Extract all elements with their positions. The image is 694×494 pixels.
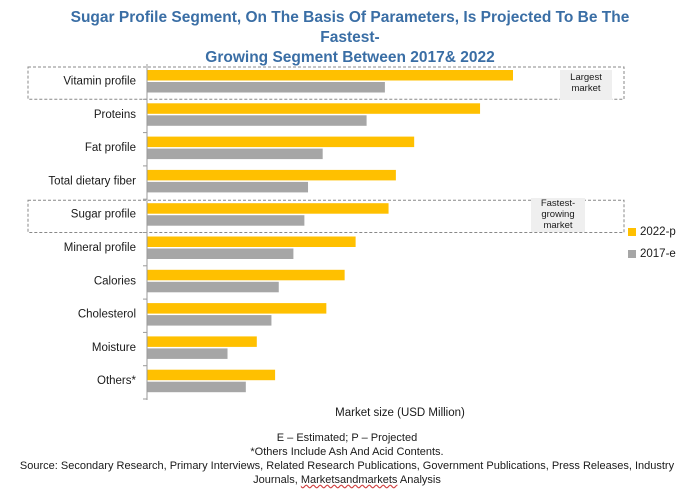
bar-chart: Vitamin profile Proteins Fat profile Total … — [27, 64, 625, 400]
chart-title: Sugar Profile Segment, On The Basis Of P… — [40, 8, 660, 68]
source-line-2-a: Journals, — [253, 474, 301, 486]
bar-cholesterol-2022-p — [147, 303, 327, 314]
legend-label-2017: 2017-e — [640, 248, 676, 260]
bar-fat-profile-2022-p — [147, 136, 415, 148]
x-axis-label: Market size (USD Million) — [335, 407, 465, 419]
category-label-calories: Calories — [94, 275, 136, 287]
category-label-cholesterol: Cholesterol — [78, 309, 136, 321]
fastest-growing-callout: Fastest- growing market — [531, 198, 585, 232]
estimate-note: E – Estimated; P – Projected — [276, 432, 418, 444]
bar-mineral-profile-2022-p — [147, 236, 356, 247]
legend-label-2022: 2022-p — [640, 226, 676, 238]
bar-proteins-2017-e — [147, 115, 367, 126]
others-note: *Others Include Ash And Acid Contents. — [250, 446, 444, 458]
category-label-total-dietary-fiber: Total dietary fiber — [48, 175, 136, 187]
legend-swatch-2022 — [628, 228, 636, 236]
source-line-2-b: Marketsandmarkets — [300, 474, 398, 486]
chart-title-line-1: Sugar Profile Segment, On The Basis Of P… — [70, 9, 630, 46]
category-label-fat-profile: Fat profile — [85, 142, 136, 154]
category-label-proteins: Proteins — [94, 109, 136, 121]
largest-callout-line-1: Largest — [570, 72, 602, 83]
legend-item-2022: 2022-p — [628, 221, 676, 243]
source-line-1: Source: Secondary Research, Primary Inte… — [19, 460, 675, 472]
largest-market-callout: Largest market — [560, 70, 612, 100]
highlight-box-sugar-profile — [27, 199, 625, 233]
bar-calories-2022-p — [147, 269, 345, 281]
largest-callout-line-2: market — [571, 83, 601, 94]
bar-fat-profile-2017-e — [147, 148, 323, 160]
legend-item-2017: 2017-e — [628, 243, 676, 265]
bar-moisture-2017-e — [147, 348, 228, 359]
bar-total-dietary-fiber-2022-p — [147, 169, 396, 181]
source-line-2: Journals, Marketsandmarkets Analysis — [0, 473, 694, 487]
bar-calories-2017-e — [147, 281, 279, 293]
category-label-mineral-profile: Mineral profile — [64, 242, 136, 254]
bar-mineral-profile-2017-e — [147, 248, 294, 259]
category-label-others: Others* — [97, 375, 137, 387]
legend-swatch-2017 — [628, 250, 636, 258]
fastest-callout-line-3: market — [543, 220, 573, 231]
legend: 2022-p 2017-e — [628, 221, 676, 265]
bar-total-dietary-fiber-2017-e — [147, 181, 309, 193]
bar-sugar-profile-2017-e — [147, 215, 305, 226]
bar-vitamin-profile-2017-e — [147, 82, 385, 93]
category-label-vitamin-profile: Vitamin profile — [63, 76, 136, 88]
bar-others-2017-e — [147, 381, 246, 393]
fastest-callout-line-1: Fastest- — [540, 198, 576, 209]
highlight-box-vitamin-profile — [27, 66, 625, 100]
fastest-callout-line-2: growing — [541, 209, 575, 220]
bar-proteins-2022-p — [147, 103, 481, 114]
bar-moisture-2022-p — [147, 336, 257, 347]
bar-sugar-profile-2022-p — [147, 203, 389, 214]
bar-others-2022-p — [147, 369, 276, 381]
source-line-2-c: Analysis — [397, 474, 441, 486]
category-label-sugar-profile: Sugar profile — [71, 209, 136, 221]
bar-vitamin-profile-2022-p — [147, 70, 513, 81]
bar-cholesterol-2017-e — [147, 315, 272, 326]
chart-title-line-2: Growing Segment Between 2017& 2022 — [205, 49, 495, 66]
category-label-moisture: Moisture — [92, 342, 136, 354]
